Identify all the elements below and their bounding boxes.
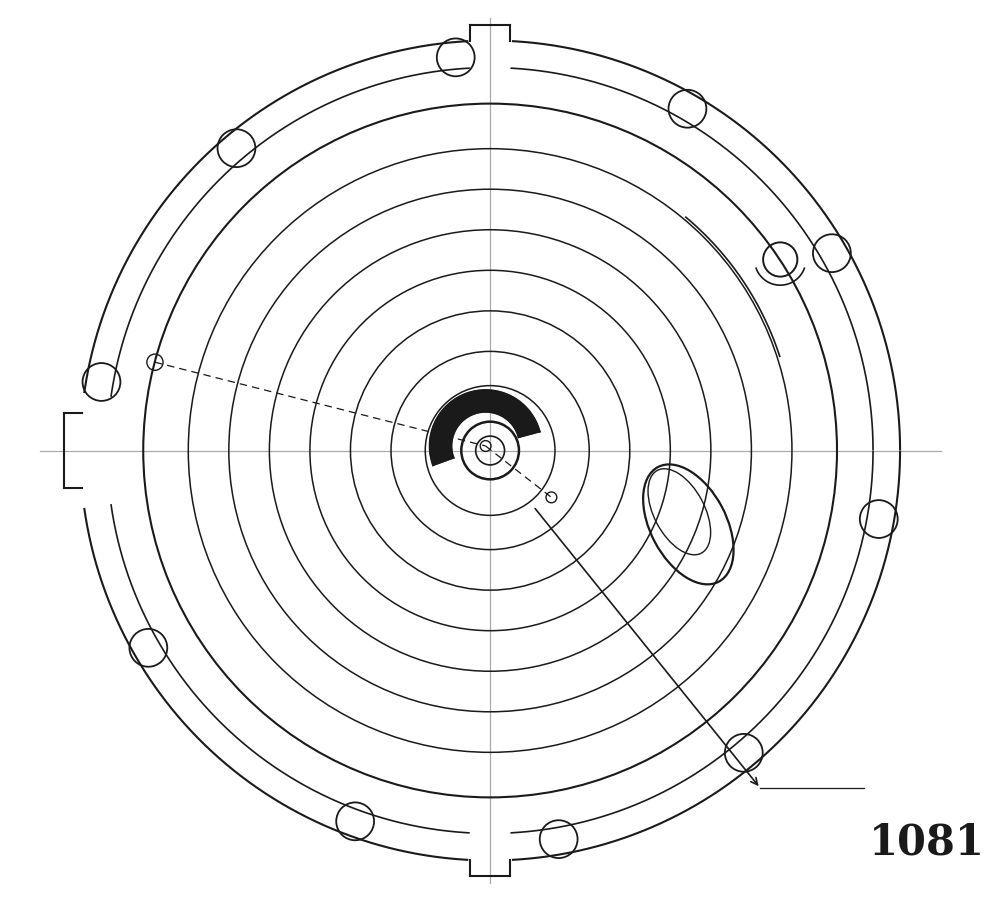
Polygon shape bbox=[430, 390, 540, 465]
Text: 1081: 1081 bbox=[869, 822, 984, 863]
